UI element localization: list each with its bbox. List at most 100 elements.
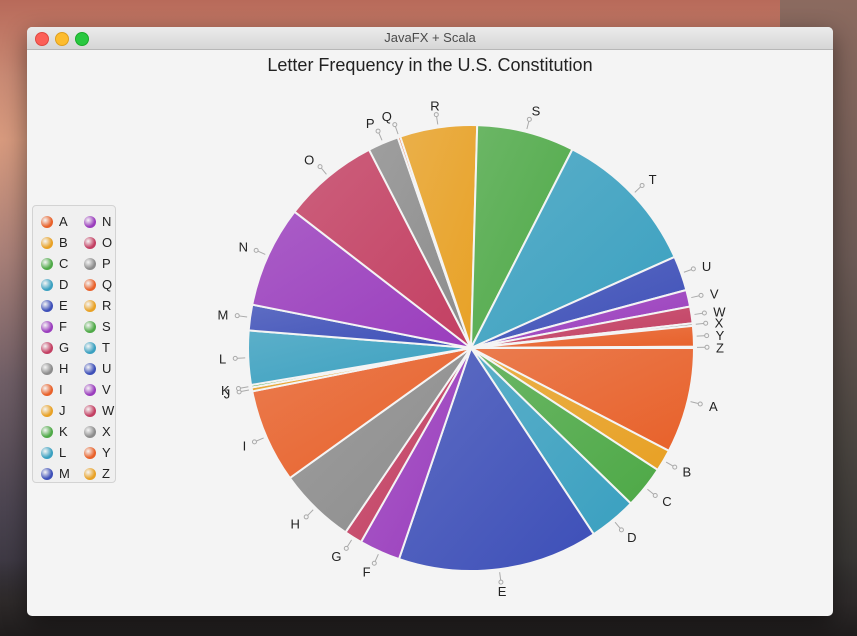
legend-label: V xyxy=(102,382,111,397)
legend-label: Y xyxy=(102,445,111,460)
slice-label-d: D xyxy=(627,530,636,545)
slice-label-y: Y xyxy=(716,328,725,343)
legend-swatch xyxy=(84,237,96,249)
legend-swatch xyxy=(41,384,53,396)
legend-swatch xyxy=(41,426,53,438)
legend-label: A xyxy=(59,214,68,229)
slice-leader-dot xyxy=(392,122,398,128)
pie-slice-n[interactable] xyxy=(251,210,472,349)
legend-label: M xyxy=(59,466,70,481)
pie-slice-z[interactable] xyxy=(470,345,696,349)
slice-leader-dot xyxy=(618,527,624,533)
minimize-window-button[interactable] xyxy=(55,32,69,46)
legend-swatch xyxy=(41,279,53,291)
slice-label-h: H xyxy=(291,516,300,531)
pie-slice-t[interactable] xyxy=(468,148,676,351)
legend-label: Z xyxy=(102,466,110,481)
slice-leader-dot xyxy=(253,247,259,253)
legend-swatch xyxy=(84,300,96,312)
legend-label: L xyxy=(59,445,67,460)
legend-label: P xyxy=(102,256,111,271)
slice-label-f: F xyxy=(363,564,371,579)
slice-leader-dot xyxy=(235,385,241,391)
slice-label-g: G xyxy=(331,549,341,564)
slice-label-l: L xyxy=(219,352,226,367)
slice-label-e: E xyxy=(498,584,507,599)
slice-label-w: W xyxy=(713,305,726,320)
legend-label: C xyxy=(59,256,69,271)
legend-label: J xyxy=(59,403,66,418)
slice-label-m: M xyxy=(217,307,228,322)
legend-swatch xyxy=(41,258,53,270)
legend-label: B xyxy=(59,235,68,250)
zoom-window-button[interactable] xyxy=(75,32,89,46)
slice-label-x: X xyxy=(715,315,724,330)
slice-label-a: A xyxy=(709,399,718,414)
legend-swatch xyxy=(41,216,53,228)
slice-leader-dot xyxy=(232,355,238,361)
slice-label-i: I xyxy=(243,438,247,453)
legend-swatch xyxy=(41,468,53,480)
pie-slice-e[interactable] xyxy=(397,345,596,572)
legend-label: H xyxy=(59,361,69,376)
slice-label-j: J xyxy=(224,387,231,402)
slice-leader-dot xyxy=(343,545,349,551)
slice-leader-dot xyxy=(317,164,323,170)
legend-label: I xyxy=(59,382,63,397)
app-window: JavaFX + Scala Letter Frequency in the U… xyxy=(27,27,833,616)
legend-label: N xyxy=(102,214,112,229)
slice-leader-dot xyxy=(672,464,678,470)
slice-label-s: S xyxy=(532,104,541,119)
legend-swatch xyxy=(41,363,53,375)
legend-label: K xyxy=(59,424,68,439)
slice-label-o: O xyxy=(304,153,314,168)
legend-swatch xyxy=(41,342,53,354)
slice-leader-dot xyxy=(375,128,381,134)
close-window-button[interactable] xyxy=(35,32,49,46)
legend-swatch xyxy=(41,321,53,333)
legend-swatch xyxy=(41,405,53,417)
slice-label-c: C xyxy=(662,494,671,509)
legend-swatch xyxy=(41,447,53,459)
legend-swatch xyxy=(84,384,96,396)
slice-leader-dot xyxy=(704,333,710,339)
window-title: JavaFX + Scala xyxy=(384,30,476,45)
legend-label: W xyxy=(102,403,115,418)
slice-leader-dot xyxy=(703,320,709,326)
legend-label: U xyxy=(102,361,112,376)
legend-label: E xyxy=(59,298,68,313)
legend-swatch xyxy=(84,363,96,375)
legend-label: Q xyxy=(102,277,113,292)
slice-leader-dot xyxy=(704,344,710,350)
pie-slice-a[interactable] xyxy=(470,347,696,453)
legend-label: G xyxy=(59,340,70,355)
slice-leader-dot xyxy=(303,514,309,520)
legend-label: T xyxy=(102,340,110,355)
legend-swatch xyxy=(84,279,96,291)
slice-leader-dot xyxy=(698,292,704,298)
legend-swatch xyxy=(41,237,53,249)
slice-leader-dot xyxy=(433,112,439,118)
slice-label-t: T xyxy=(649,172,657,187)
slice-leader-dot xyxy=(371,560,377,566)
slice-leader-dot xyxy=(639,182,645,188)
slice-leader-dot xyxy=(701,310,707,316)
legend-label: R xyxy=(102,298,112,313)
legend-label: F xyxy=(59,319,67,334)
legend-swatch xyxy=(84,447,96,459)
slice-label-p: P xyxy=(366,116,375,131)
legend-swatch xyxy=(84,405,96,417)
window-titlebar[interactable]: JavaFX + Scala xyxy=(27,27,833,50)
chart-title: Letter Frequency in the U.S. Constitutio… xyxy=(267,55,593,75)
slice-label-b: B xyxy=(683,465,692,480)
legend-swatch xyxy=(84,258,96,270)
legend-label: D xyxy=(59,277,69,292)
slice-leader-dot xyxy=(697,401,703,407)
legend-swatch xyxy=(84,216,96,228)
legend-swatch xyxy=(84,342,96,354)
slice-leader-dot xyxy=(526,116,532,122)
legend-label: O xyxy=(102,235,113,250)
slice-label-r: R xyxy=(430,99,439,114)
